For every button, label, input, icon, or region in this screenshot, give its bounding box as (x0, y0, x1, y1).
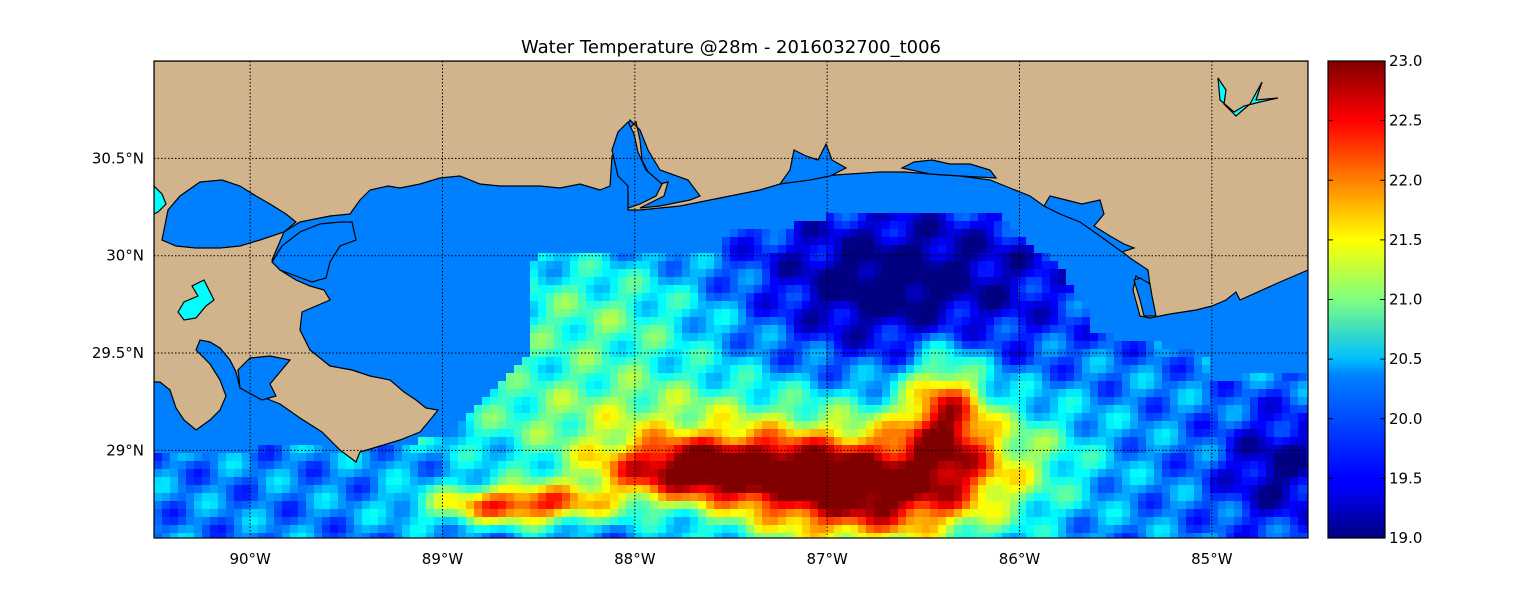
map-grid (154, 61, 1308, 538)
latitude-label: 30.5°N (92, 149, 144, 167)
lake-cyan-louisiana (177, 279, 215, 321)
colorbar: 19.0 19.5 20.0 20.5 21.0 21.5 22.0 22.5 23.0 (1327, 52, 1422, 547)
longitude-label: 87°W (806, 550, 848, 568)
longitude-label: 89°W (422, 550, 464, 568)
longitude-label: 86°W (999, 550, 1041, 568)
longitude-labels: 90°W 89°W 88°W 87°W 86°W 85°W (229, 550, 1232, 568)
st-andrew-bay (1043, 195, 1136, 253)
lake-pontchartrain (161, 179, 297, 249)
map-frame (153, 60, 1309, 539)
latitude-label: 30°N (106, 247, 144, 265)
lake-cyan-northeast (1217, 77, 1279, 117)
longitude-label: 88°W (614, 550, 656, 568)
colorbar-tick-label: 23.0 (1389, 52, 1422, 70)
colorbar-tick-label: 21.0 (1389, 291, 1422, 309)
latitude-labels: 30.5°N 30°N 29.5°N 29°N (92, 149, 144, 459)
colorbar-tick-label: 20.0 (1389, 410, 1422, 428)
temperature-field (154, 213, 1308, 538)
colorbar-tick-label: 22.0 (1389, 171, 1422, 189)
longitude-label: 90°W (229, 550, 271, 568)
map-panel: 90°W 89°W 88°W 87°W 86°W 85°W 30.5°N 30°N 29.5°… (92, 60, 1309, 568)
mobile-bay (611, 120, 663, 209)
colorbar-tick-label: 19.0 (1389, 529, 1422, 547)
colorbar-tick-label: 21.5 (1389, 231, 1422, 249)
mississippi-sound-coast (271, 221, 357, 283)
pensacola-bay (778, 142, 848, 185)
lake-cyan-west (154, 185, 167, 215)
colorbar-gradient (1327, 60, 1386, 539)
latitude-label: 29°N (106, 441, 144, 459)
apalachicola-bay (1133, 277, 1157, 317)
latitude-label: 29.5°N (92, 344, 144, 362)
choctawhatchee-bay (900, 159, 998, 179)
louisiana-marsh-coast (237, 355, 292, 401)
colorbar-tick-label: 22.5 (1389, 112, 1422, 130)
colorbar-ticks: 19.0 19.5 20.0 20.5 21.0 21.5 22.0 22.5 23.0 (1328, 52, 1422, 547)
colorbar-tick-label: 20.5 (1389, 350, 1422, 368)
map-title: Water Temperature @28m - 2016032700_t006 (521, 37, 941, 58)
longitude-label: 85°W (1191, 550, 1233, 568)
colorbar-tick-label: 19.5 (1389, 469, 1422, 487)
